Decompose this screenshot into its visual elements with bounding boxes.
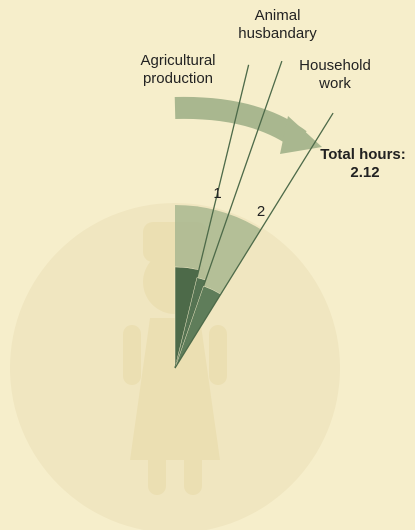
annotation: Total hours: [312,146,414,164]
category-label: Household work [290,57,380,93]
tick-label: 1 [213,185,221,202]
category-label: Animal husbandary [230,7,325,43]
category-label: Agricultural production [128,52,228,88]
infographic: 1 2 Agricultural production Animal husban… [0,0,415,530]
total-value: 2.12 [330,164,400,182]
tick-label: 2 [257,203,265,220]
